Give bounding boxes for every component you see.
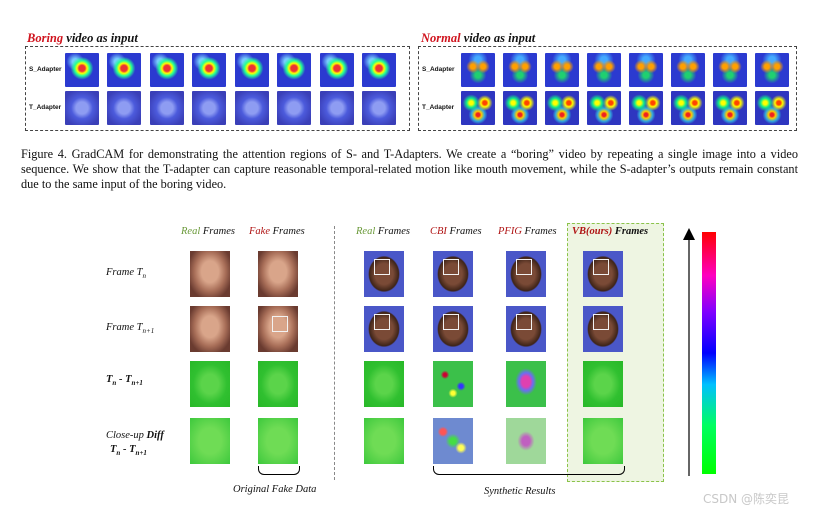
normal-panel-title: Normal video as input bbox=[421, 31, 535, 46]
cbi-diff bbox=[433, 361, 473, 407]
header-vb: VB(ours) Frames bbox=[572, 226, 649, 237]
normal-t-tile bbox=[461, 91, 495, 125]
boring-s-tile bbox=[65, 53, 99, 87]
arrow-up-icon bbox=[683, 228, 695, 476]
normal-s-tile bbox=[629, 53, 663, 87]
real-right-closeup bbox=[364, 418, 404, 464]
normal-t-tile bbox=[629, 91, 663, 125]
header-cbi: CBI Frames bbox=[430, 226, 482, 237]
boring-s-tile bbox=[235, 53, 269, 87]
vb-diff bbox=[583, 361, 623, 407]
boring-t-tile bbox=[277, 91, 311, 125]
real-frame-tn1 bbox=[190, 306, 230, 352]
row-label-diff: Tn - Tn+1 bbox=[106, 374, 143, 388]
boring-t-tile bbox=[320, 91, 354, 125]
fake-frame-tn1 bbox=[258, 306, 298, 352]
normal-s-tile bbox=[503, 53, 537, 87]
normal-t-tile bbox=[545, 91, 579, 125]
boring-s-tile bbox=[107, 53, 141, 87]
normal-t-tile bbox=[503, 91, 537, 125]
crop-box bbox=[374, 259, 390, 275]
normal-s-tile bbox=[713, 53, 747, 87]
pfig-diff bbox=[506, 361, 546, 407]
label-synthetic-results: Synthetic Results bbox=[484, 486, 556, 497]
header-real-right: Real Frames bbox=[356, 226, 410, 237]
boring-title-highlight: Boring bbox=[27, 31, 64, 45]
vb-closeup bbox=[583, 418, 623, 464]
normal-s-tile bbox=[755, 53, 789, 87]
crop-box bbox=[374, 314, 390, 330]
pfig-closeup bbox=[506, 418, 546, 464]
header-fake: Fake Frames bbox=[249, 226, 305, 237]
boring-s-tile bbox=[277, 53, 311, 87]
header-real-left: Real Frames bbox=[181, 226, 235, 237]
crop-box bbox=[593, 314, 609, 330]
pfig-frame-tn bbox=[506, 251, 546, 297]
normal-row-label-s: S_Adapter bbox=[422, 66, 455, 73]
boring-t-tile bbox=[362, 91, 396, 125]
boring-s-tile bbox=[192, 53, 226, 87]
pfig-frame-tn1 bbox=[506, 306, 546, 352]
normal-t-tile bbox=[713, 91, 747, 125]
real-closeup bbox=[190, 418, 230, 464]
crop-box bbox=[443, 314, 459, 330]
normal-title-rest: video as input bbox=[460, 31, 536, 45]
boring-t-tile bbox=[235, 91, 269, 125]
boring-s-tile bbox=[150, 53, 184, 87]
row-label-frame-tn: Frame Tn bbox=[106, 267, 146, 281]
real-diff bbox=[190, 361, 230, 407]
boring-t-tile bbox=[107, 91, 141, 125]
crop-box bbox=[272, 316, 288, 332]
group-separator bbox=[334, 226, 335, 480]
boring-panel: S_Adapter T_Adapter bbox=[25, 46, 410, 131]
figure-caption: Figure 4. GradCAM for demonstrating the … bbox=[21, 147, 798, 191]
boring-t-tile bbox=[65, 91, 99, 125]
fake-frame-tn bbox=[258, 251, 298, 297]
real-right-frame-tn1 bbox=[364, 306, 404, 352]
boring-row-label-t: T_Adapter bbox=[29, 104, 62, 111]
cbi-frame-tn bbox=[433, 251, 473, 297]
normal-t-tile bbox=[755, 91, 789, 125]
color-scale-bar bbox=[702, 232, 716, 474]
cbi-frame-tn1 bbox=[433, 306, 473, 352]
boring-t-tile bbox=[192, 91, 226, 125]
boring-panel-title: Boring video as input bbox=[27, 31, 138, 46]
real-right-diff bbox=[364, 361, 404, 407]
normal-title-highlight: Normal bbox=[421, 31, 461, 45]
header-pfig: PFIG Frames bbox=[498, 226, 557, 237]
boring-title-rest: video as input bbox=[63, 31, 138, 45]
original-brace bbox=[258, 466, 300, 475]
boring-s-tile bbox=[320, 53, 354, 87]
normal-s-tile bbox=[461, 53, 495, 87]
normal-s-tile bbox=[671, 53, 705, 87]
crop-box bbox=[516, 314, 532, 330]
normal-row-label-t: T_Adapter bbox=[422, 104, 455, 111]
crop-box bbox=[593, 259, 609, 275]
normal-t-tile bbox=[671, 91, 705, 125]
normal-s-tile bbox=[545, 53, 579, 87]
row-label-closeup-eq: Tn - Tn+1 bbox=[110, 444, 147, 458]
synthetic-brace bbox=[433, 466, 625, 475]
vb-frame-tn1 bbox=[583, 306, 623, 352]
fake-diff bbox=[258, 361, 298, 407]
real-frame-tn bbox=[190, 251, 230, 297]
crop-box bbox=[516, 259, 532, 275]
row-label-frame-tn1: Frame Tn+1 bbox=[106, 322, 155, 336]
cbi-closeup bbox=[433, 418, 473, 464]
label-original-fake-data: Original Fake Data bbox=[233, 484, 317, 495]
fake-closeup bbox=[258, 418, 298, 464]
normal-s-tile bbox=[587, 53, 621, 87]
real-right-frame-tn bbox=[364, 251, 404, 297]
normal-panel: S_Adapter T_Adapter bbox=[418, 46, 797, 131]
vb-frame-tn bbox=[583, 251, 623, 297]
boring-row-label-s: S_Adapter bbox=[29, 66, 62, 73]
crop-box bbox=[443, 259, 459, 275]
normal-t-tile bbox=[587, 91, 621, 125]
row-label-closeup: Close-up Diff bbox=[106, 430, 164, 441]
boring-s-tile bbox=[362, 53, 396, 87]
watermark: CSDN @陈奕昆 bbox=[703, 492, 790, 506]
boring-t-tile bbox=[150, 91, 184, 125]
